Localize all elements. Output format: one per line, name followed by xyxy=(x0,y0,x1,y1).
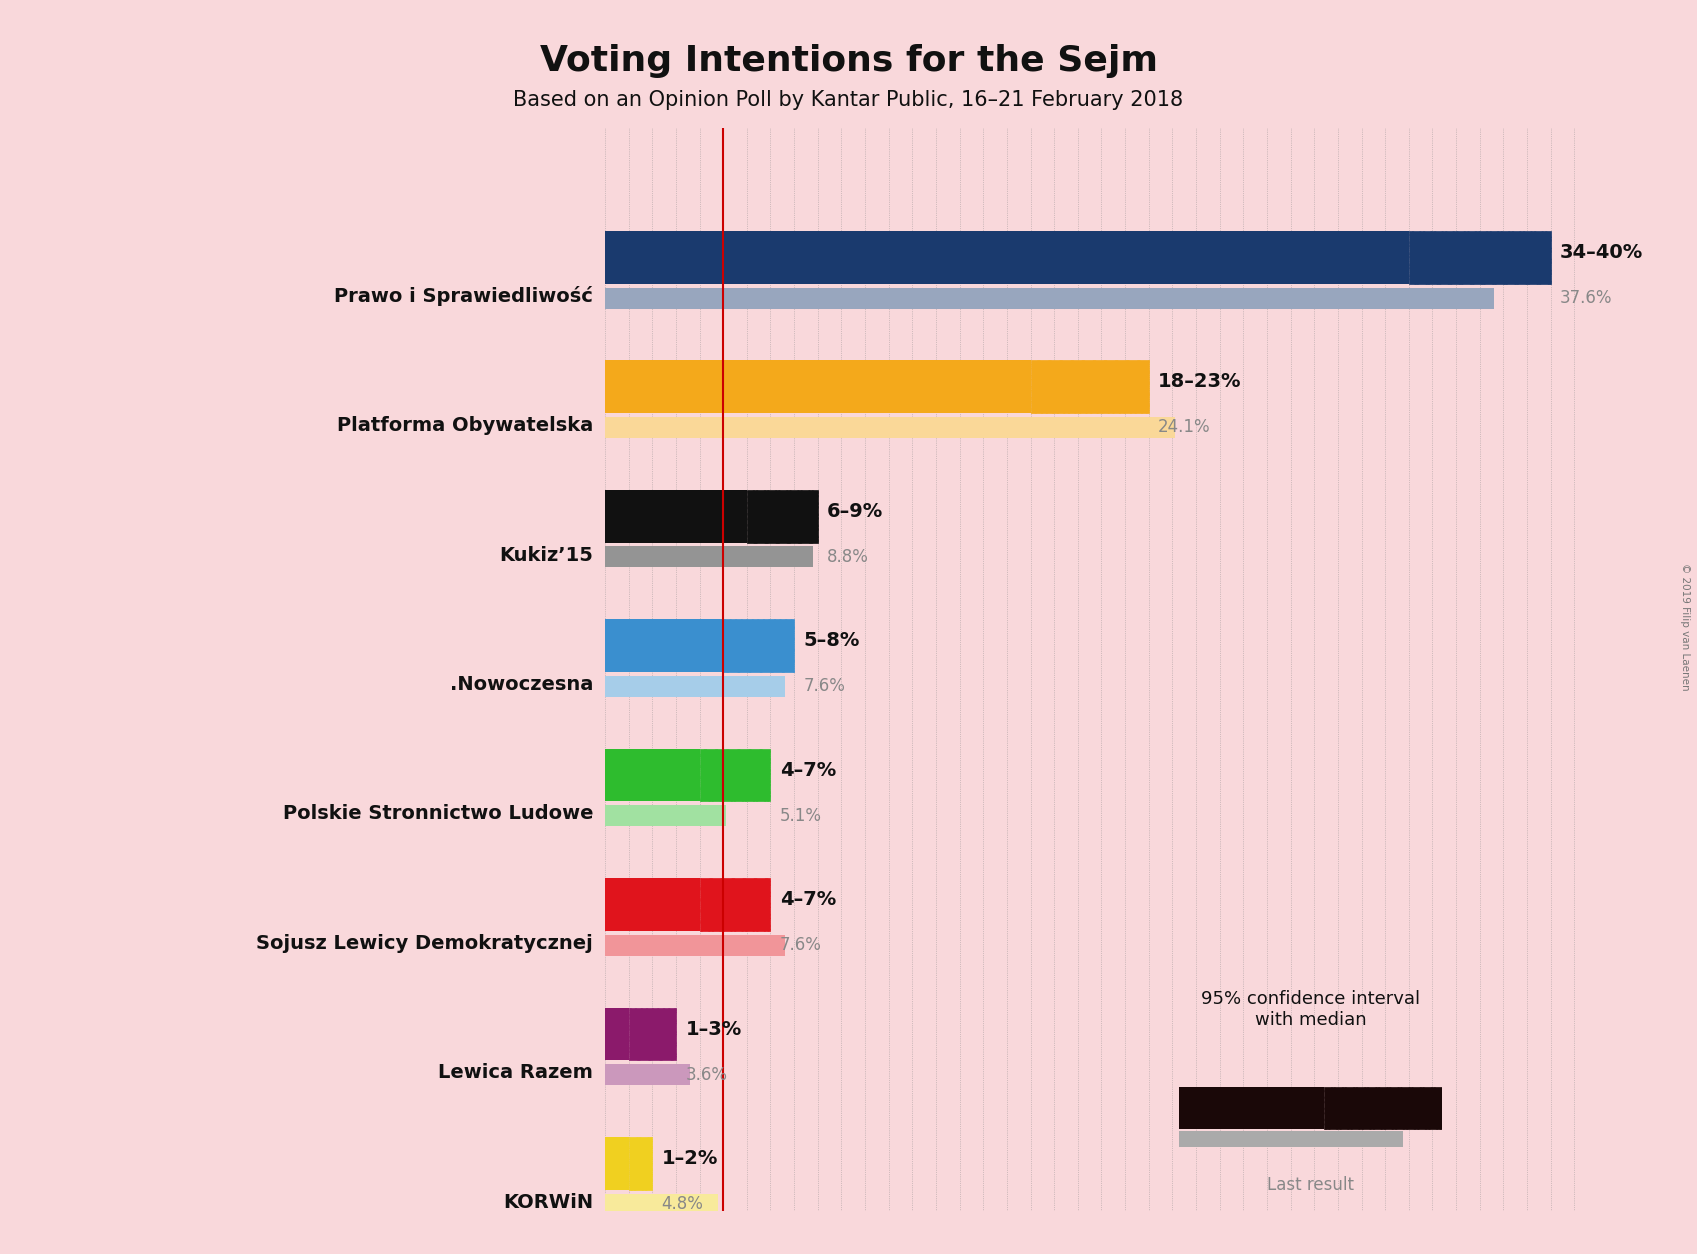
Bar xyxy=(606,619,723,672)
Text: Voting Intentions for the Sejm: Voting Intentions for the Sejm xyxy=(540,44,1157,78)
Text: Polskie Stronnictwo Ludowe: Polskie Stronnictwo Ludowe xyxy=(283,804,594,824)
Bar xyxy=(606,1194,718,1215)
Bar xyxy=(699,749,770,801)
Text: 37.6%: 37.6% xyxy=(1560,290,1612,307)
Bar xyxy=(1179,1087,1324,1130)
Text: Platforma Obywatelska: Platforma Obywatelska xyxy=(338,416,594,435)
Bar xyxy=(1409,231,1551,283)
Text: 4.8%: 4.8% xyxy=(662,1195,704,1213)
Bar xyxy=(699,878,770,930)
Text: Sojusz Lewicy Demokratycznej: Sojusz Lewicy Demokratycznej xyxy=(256,934,594,953)
Bar xyxy=(606,878,699,930)
Text: 6–9%: 6–9% xyxy=(826,502,884,520)
Text: 3.6%: 3.6% xyxy=(686,1066,728,1083)
Bar xyxy=(747,490,818,543)
Text: 7.6%: 7.6% xyxy=(781,937,821,954)
Bar xyxy=(628,1007,675,1061)
Bar xyxy=(606,1007,628,1061)
Bar xyxy=(606,676,784,697)
Text: Based on an Opinion Poll by Kantar Public, 16–21 February 2018: Based on an Opinion Poll by Kantar Publi… xyxy=(514,90,1183,110)
Text: 1–3%: 1–3% xyxy=(686,1020,742,1038)
Bar xyxy=(606,547,813,568)
Bar xyxy=(606,287,1493,308)
Bar xyxy=(723,619,794,672)
Text: 8.8%: 8.8% xyxy=(826,548,869,566)
Text: Kukiz’15: Kukiz’15 xyxy=(499,545,594,564)
Text: .Nowoczesna: .Nowoczesna xyxy=(450,675,594,693)
Text: 4–7%: 4–7% xyxy=(781,761,837,780)
Bar xyxy=(1030,360,1149,413)
Text: 34–40%: 34–40% xyxy=(1560,243,1643,262)
Bar xyxy=(606,231,1409,283)
Text: 4–7%: 4–7% xyxy=(781,890,837,909)
Bar xyxy=(1324,1087,1442,1130)
Text: 95% confidence interval
with median: 95% confidence interval with median xyxy=(1201,991,1420,1028)
Text: KORWiN: KORWiN xyxy=(502,1193,594,1211)
Text: Prawo i Sprawiedliwość: Prawo i Sprawiedliwość xyxy=(334,286,594,306)
Bar xyxy=(606,749,699,801)
Bar xyxy=(606,805,726,826)
Bar xyxy=(606,416,1174,438)
Bar xyxy=(606,360,1030,413)
Text: 1–2%: 1–2% xyxy=(662,1149,718,1167)
Text: Last result: Last result xyxy=(1268,1176,1354,1194)
Bar xyxy=(606,1065,691,1085)
Bar xyxy=(628,1137,652,1190)
Text: 24.1%: 24.1% xyxy=(1159,419,1212,436)
Bar xyxy=(1179,1131,1403,1147)
Text: 5–8%: 5–8% xyxy=(804,631,860,651)
Bar xyxy=(606,490,747,543)
Bar xyxy=(606,934,784,956)
Text: 18–23%: 18–23% xyxy=(1159,372,1242,391)
Bar xyxy=(606,1137,628,1190)
Text: 7.6%: 7.6% xyxy=(804,677,845,696)
Text: © 2019 Filip van Laenen: © 2019 Filip van Laenen xyxy=(1680,563,1690,691)
Text: 5.1%: 5.1% xyxy=(781,806,821,825)
Text: Lewica Razem: Lewica Razem xyxy=(438,1063,594,1082)
